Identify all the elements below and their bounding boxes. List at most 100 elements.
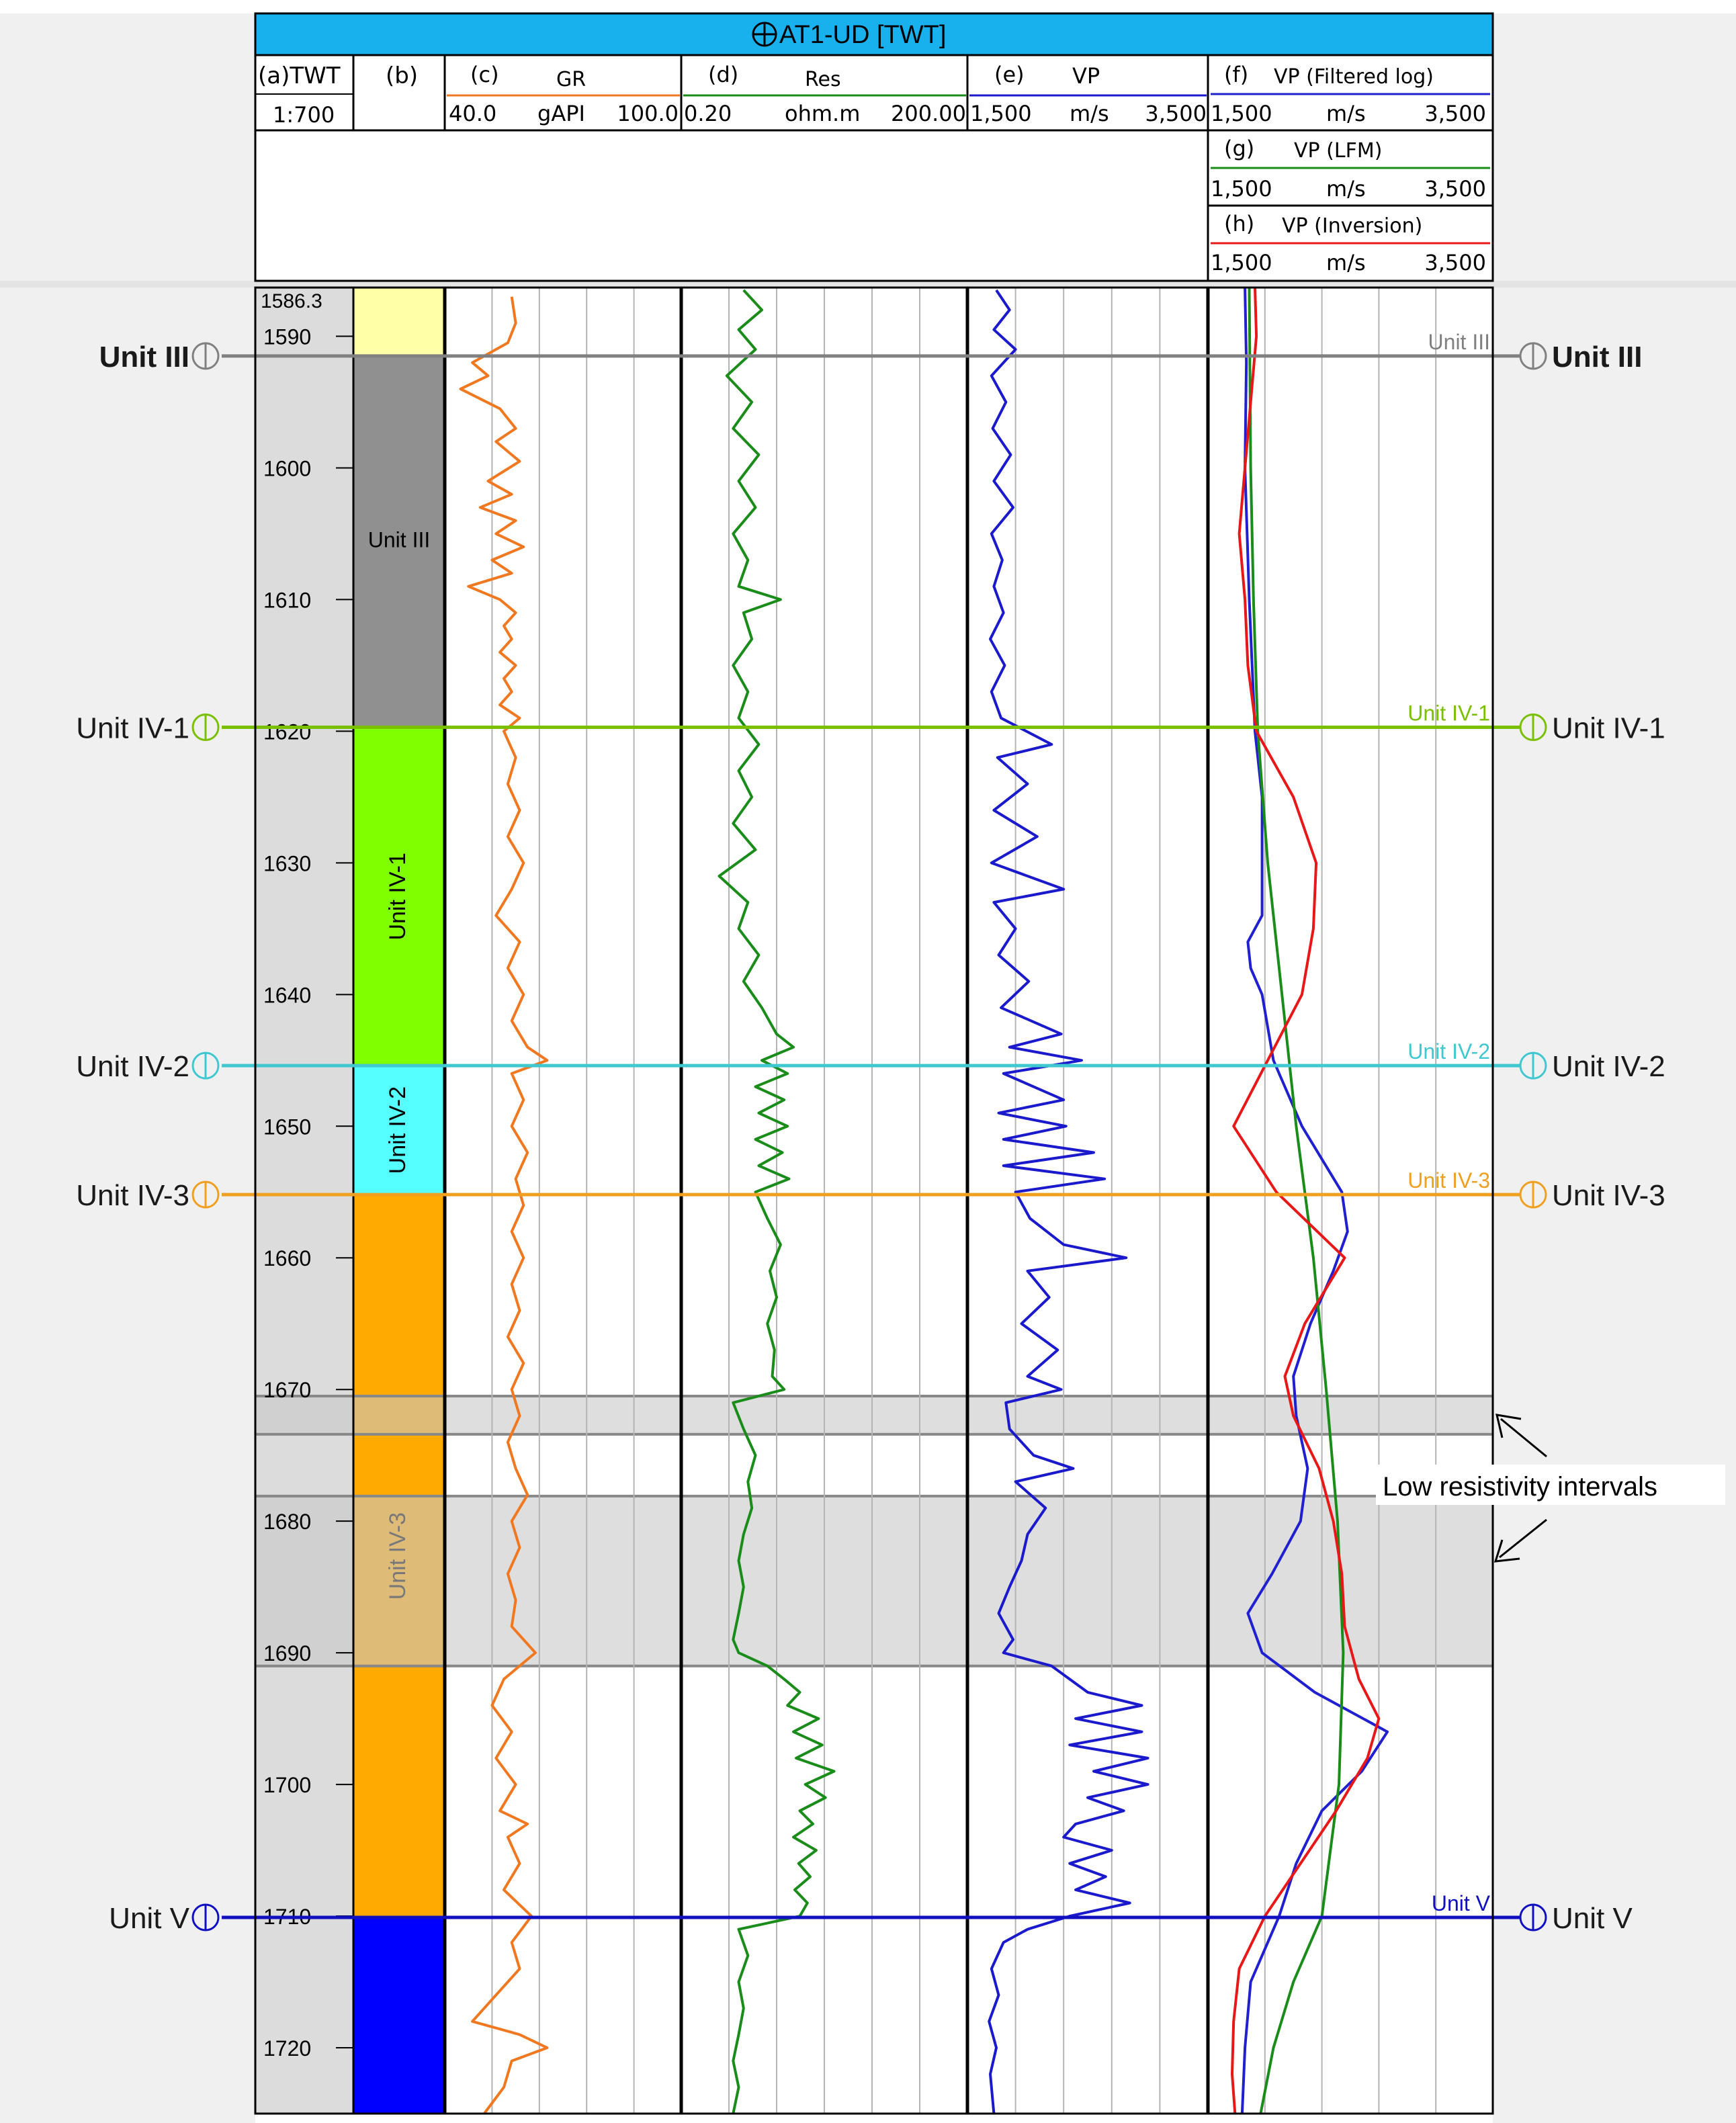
- res-scale-max: 200.00: [891, 101, 966, 126]
- unit-block-unit-iv-2-3: [353, 1066, 445, 1195]
- vp-lfm-name: VP (LFM): [1294, 139, 1382, 163]
- horizon-label-left-unit-iii: Unit III: [99, 341, 189, 374]
- vp-inversion-name: VP (Inversion): [1282, 214, 1422, 238]
- vp-inversion-unit: m/s: [1326, 250, 1366, 275]
- unit-label-unit-iii: Unit III: [368, 528, 430, 552]
- vp-scale-max: 3,500: [1145, 101, 1207, 126]
- twt-tick-label-1670: 1670: [263, 1378, 311, 1402]
- twt-tick-label-1680: 1680: [263, 1510, 311, 1534]
- gr-scale-unit: gAPI: [537, 101, 585, 126]
- unit-block-unit-iv-1-2: [353, 727, 445, 1066]
- twt-track-bg: [255, 288, 353, 2114]
- twt-tick-label-1590: 1590: [263, 325, 311, 349]
- twt-tick-label-1650: 1650: [263, 1115, 311, 1139]
- horizon-label-right-unit-iv-1: Unit IV-1: [1552, 712, 1665, 745]
- res-header-box: [680, 54, 969, 132]
- horizons: Unit III Unit III Unit III Unit IV-1 Unit IV…: [76, 330, 1665, 1935]
- res-scale-unit: ohm.m: [785, 101, 860, 126]
- horizon-label-right-unit-v: Unit V: [1552, 1902, 1633, 1935]
- unit-block-unit-iii-0: [353, 288, 445, 356]
- gr-track-letter: (c): [470, 62, 499, 87]
- well-title: AT1-UD [TWT]: [779, 21, 946, 49]
- unit-label-unit-iv-2: Unit IV-2: [385, 1086, 410, 1174]
- twt-tick-labels: 1586.3 1590 1600 1610 1620 1630 1640 1650 1660 16…: [261, 290, 353, 2061]
- vp-filtered-min: 1,500: [1211, 101, 1272, 126]
- twt-tick-label-1660: 1660: [263, 1246, 311, 1270]
- curve-vp: [988, 289, 1149, 2114]
- vp-filtered-header-box: [1207, 54, 1494, 132]
- gr-scale-max: 100.0: [617, 101, 679, 126]
- horizon-label-inside-unit-iii: Unit III: [1428, 330, 1490, 354]
- header-right-panel: [1493, 13, 1736, 282]
- res-curve-name: Res: [805, 68, 841, 91]
- twt-tick-label-1600: 1600: [263, 456, 311, 480]
- lithology-header-box: [352, 54, 446, 132]
- horizon-label-right-unit-iii: Unit III: [1552, 341, 1642, 374]
- vp-filtered-unit: m/s: [1326, 101, 1366, 126]
- header-separator: [0, 281, 1736, 288]
- vp-inversion-letter: (h): [1224, 211, 1254, 236]
- vp-track-letter: (e): [994, 62, 1025, 87]
- title-bar[interactable]: [254, 12, 1494, 56]
- vp-curve-name: VP: [1072, 63, 1100, 89]
- vp-header-box: [966, 54, 1209, 132]
- crosshair-icon: [752, 21, 777, 47]
- vp-filtered-letter: (f): [1224, 62, 1248, 87]
- horizon-label-inside-unit-iv-2: Unit IV-2: [1407, 1039, 1490, 1064]
- annotation-label: Low resistivity intervals: [1383, 1472, 1657, 1502]
- lithology-track-label: (b): [386, 62, 418, 89]
- low-res-band-0: [255, 1396, 1493, 1434]
- twt-tick-label-1630: 1630: [263, 851, 311, 875]
- twt-scale: 1:700: [273, 102, 335, 128]
- horizon-label-left-unit-iv-1: Unit IV-1: [76, 712, 189, 745]
- vp-lfm-letter: (g): [1224, 136, 1254, 161]
- vp-filtered-name: VP (Filtered log): [1274, 65, 1434, 89]
- twt-track-label: (a)TWT: [258, 62, 341, 89]
- curve-vp-inversion: [1231, 287, 1381, 2114]
- horizon-label-right-unit-iv-2: Unit IV-2: [1552, 1050, 1665, 1083]
- annotation-arrow-lower: [1493, 1518, 1547, 1563]
- top-margin: [0, 0, 1736, 13]
- gr-scale-min: 40.0: [449, 101, 496, 126]
- vp-filtered-max: 3,500: [1424, 101, 1486, 126]
- horizon-label-left-unit-iv-2: Unit IV-2: [76, 1050, 189, 1083]
- header-left-panel: [0, 13, 255, 282]
- unit-label-unit-iv-1: Unit IV-1: [385, 853, 410, 940]
- annotation-label-bg: [1376, 1465, 1725, 1505]
- horizon-label-right-unit-iv-3: Unit IV-3: [1552, 1179, 1665, 1212]
- vp-inversion-min: 1,500: [1211, 250, 1272, 275]
- twt-top-label: 1586.3: [261, 290, 322, 312]
- twt-tick-label-1610: 1610: [263, 588, 311, 612]
- unit-block-unit-v-5: [353, 1917, 445, 2114]
- unit-block-unit-iii-1: [353, 355, 445, 728]
- curve-vp-filtered-log: [1240, 287, 1389, 2114]
- twt-tick-label-1700: 1700: [263, 1773, 311, 1797]
- curve-res: [718, 289, 836, 2114]
- low-resistivity-shading: [255, 1395, 1493, 1667]
- twt-tick-label-1720: 1720: [263, 2036, 311, 2061]
- horizon-label-left-unit-iv-3: Unit IV-3: [76, 1179, 189, 1212]
- vp-scale-unit: m/s: [1070, 101, 1109, 126]
- left-margin-panel: [0, 282, 255, 2123]
- vp-lfm-max: 3,500: [1424, 176, 1486, 202]
- log-curves: [459, 287, 1389, 2115]
- vp-lfm-min: 1,500: [1211, 176, 1272, 202]
- res-track-letter: (d): [708, 62, 738, 87]
- vp-inversion-max: 3,500: [1424, 250, 1486, 275]
- twt-tick-label-1640: 1640: [263, 983, 311, 1007]
- twt-tick-label-1690: 1690: [263, 1641, 311, 1665]
- horizon-label-inside-unit-v: Unit V: [1432, 1891, 1491, 1915]
- res-scale-min: 0.20: [684, 101, 732, 126]
- gr-header-box: [443, 54, 683, 132]
- horizon-label-inside-unit-iv-3: Unit IV-3: [1407, 1168, 1490, 1193]
- low-res-band-1: [255, 1496, 1493, 1666]
- twt-tick-label-1620: 1620: [263, 720, 311, 744]
- vp-scale-min: 1,500: [970, 101, 1032, 126]
- horizon-label-inside-unit-iv-1: Unit IV-1: [1407, 701, 1490, 726]
- curve-vp-lfm: [1248, 287, 1345, 2114]
- plot-frame: [254, 286, 1494, 2115]
- vp-lfm-unit: m/s: [1326, 176, 1366, 202]
- gr-curve-name: GR: [556, 68, 586, 91]
- horizon-label-left-unit-v: Unit V: [109, 1902, 189, 1935]
